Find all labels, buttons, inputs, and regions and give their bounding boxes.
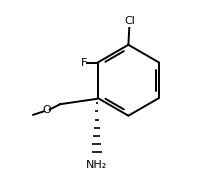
Text: methoxy: methoxy — [9, 112, 52, 122]
Text: NH₂: NH₂ — [86, 160, 107, 170]
Text: F: F — [81, 58, 87, 68]
Text: O: O — [43, 105, 51, 115]
Text: Cl: Cl — [124, 16, 135, 26]
Text: methoxy: methoxy — [23, 117, 29, 118]
